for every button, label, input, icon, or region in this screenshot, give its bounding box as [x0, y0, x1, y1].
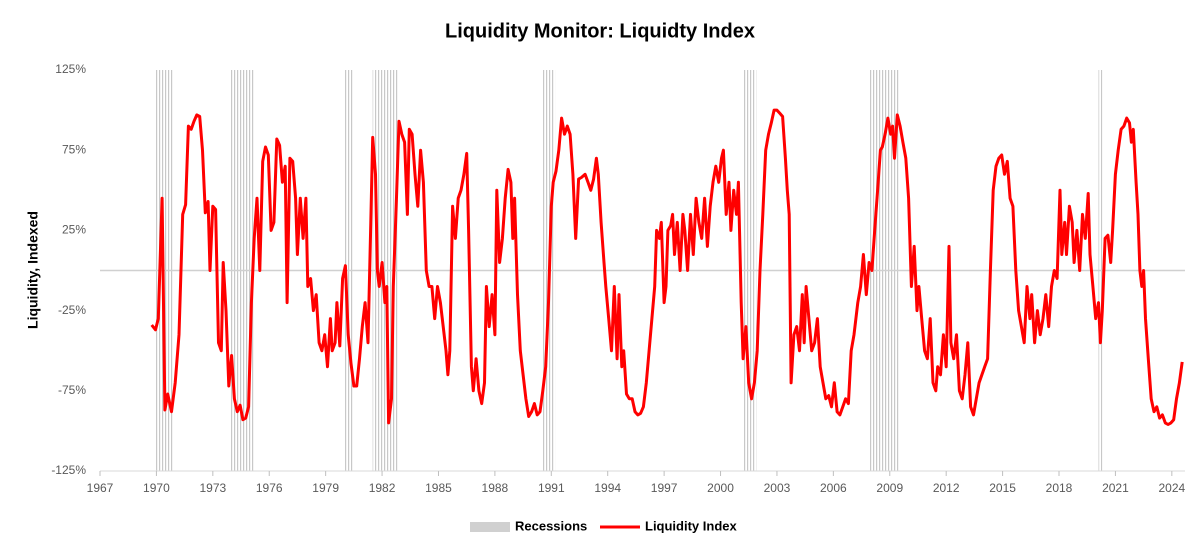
- x-tick-label: 2009: [876, 481, 903, 495]
- x-tick-label: 1967: [87, 481, 114, 495]
- x-tick-label: 2000: [707, 481, 734, 495]
- legend-label: Recessions: [515, 518, 587, 533]
- y-tick-label: -75%: [58, 383, 86, 397]
- y-tick-label: 25%: [62, 223, 86, 237]
- x-tick-label: 1970: [143, 481, 170, 495]
- x-tick-label: 2003: [764, 481, 791, 495]
- x-tick-label: 1997: [651, 481, 678, 495]
- x-tick-label: 1982: [369, 481, 396, 495]
- x-tick-label: 2015: [989, 481, 1016, 495]
- x-tick-label: 1985: [425, 481, 452, 495]
- y-tick-label: -125%: [51, 463, 86, 477]
- x-tick-label: 2012: [933, 481, 960, 495]
- x-tick-label: 2021: [1102, 481, 1129, 495]
- y-tick-label: -25%: [58, 303, 86, 317]
- y-tick-label: 125%: [55, 62, 86, 76]
- legend-swatch: [470, 522, 510, 532]
- chart-title: Liquidity Monitor: Liquidty Index: [445, 20, 755, 42]
- y-axis-label: Liquidity, Indexed: [25, 211, 41, 329]
- legend-label: Liquidity Index: [645, 518, 737, 533]
- legend: Recessions Liquidity Index: [470, 518, 737, 533]
- x-tick-label: 1979: [312, 481, 339, 495]
- x-tick-label: 1976: [256, 481, 283, 495]
- x-tick-label: 1988: [482, 481, 509, 495]
- y-tick-label: 75%: [62, 142, 86, 156]
- x-tick-label: 1973: [199, 481, 226, 495]
- x-tick-label: 2018: [1046, 481, 1073, 495]
- x-tick-label: 2006: [820, 481, 847, 495]
- x-tick-label: 1994: [594, 481, 621, 495]
- x-tick-label: 1991: [538, 481, 565, 495]
- x-tick-label: 2024: [1158, 481, 1185, 495]
- series-line: [150, 108, 1184, 426]
